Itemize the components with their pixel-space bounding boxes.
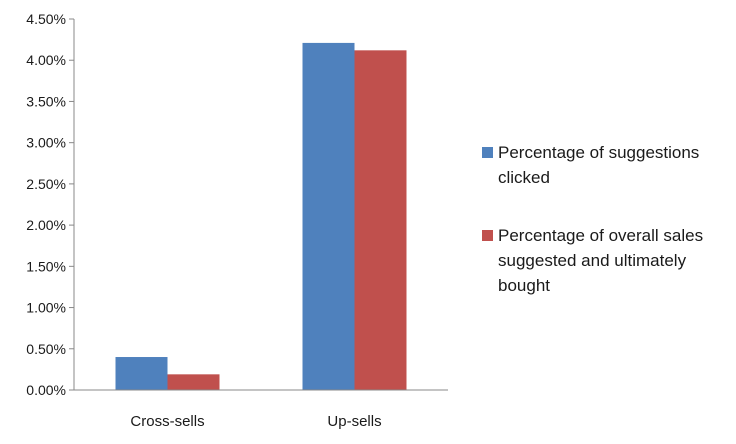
- y-tick-label: 2.00%: [26, 217, 66, 233]
- y-tick-label: 4.50%: [26, 11, 66, 27]
- bar-up-sells-series-1: [302, 42, 355, 391]
- y-tick-label: 3.50%: [26, 93, 66, 109]
- legend-item-series-2: Percentage of overall sales suggested an…: [482, 223, 732, 298]
- x-category-label: Up-sells: [327, 413, 381, 430]
- y-tick-label: 3.00%: [26, 135, 66, 151]
- y-tick-label: 0.50%: [26, 341, 66, 357]
- bar-cross-sells-series-2: [167, 374, 220, 390]
- x-category-label: Cross-sells: [130, 413, 204, 430]
- bar-up-sells-series-2: [354, 50, 407, 390]
- legend-label: Percentage of suggestions clicked: [498, 143, 700, 187]
- legend-label: Percentage of overall sales suggested an…: [498, 226, 704, 295]
- y-tick-label: 4.00%: [26, 52, 66, 68]
- legend-swatch-red: [482, 230, 493, 241]
- legend-swatch-blue: [482, 147, 493, 158]
- bar-cross-sells-series-1: [115, 357, 168, 390]
- y-tick-label: 0.00%: [26, 382, 66, 398]
- legend: Percentage of suggestions clicked Percen…: [482, 140, 732, 331]
- y-tick-label: 1.00%: [26, 300, 66, 316]
- legend-item-series-1: Percentage of suggestions clicked: [482, 140, 732, 190]
- y-tick-label: 1.50%: [26, 258, 66, 274]
- y-tick-label: 2.50%: [26, 176, 66, 192]
